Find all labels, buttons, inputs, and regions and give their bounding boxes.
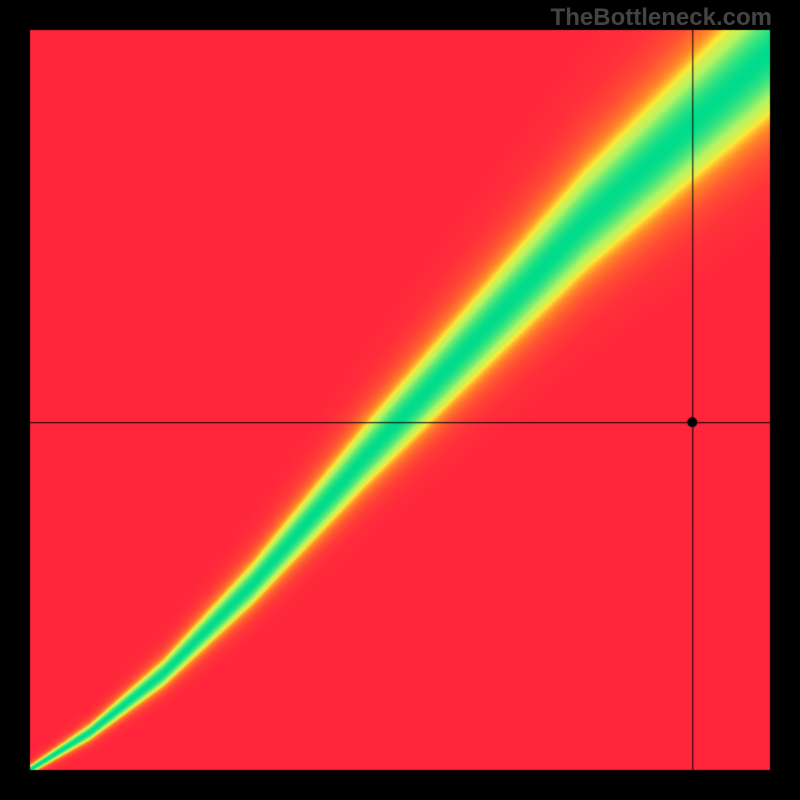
heatmap-canvas bbox=[0, 0, 800, 800]
chart-container: TheBottleneck.com bbox=[0, 0, 800, 800]
watermark-label: TheBottleneck.com bbox=[551, 4, 772, 32]
